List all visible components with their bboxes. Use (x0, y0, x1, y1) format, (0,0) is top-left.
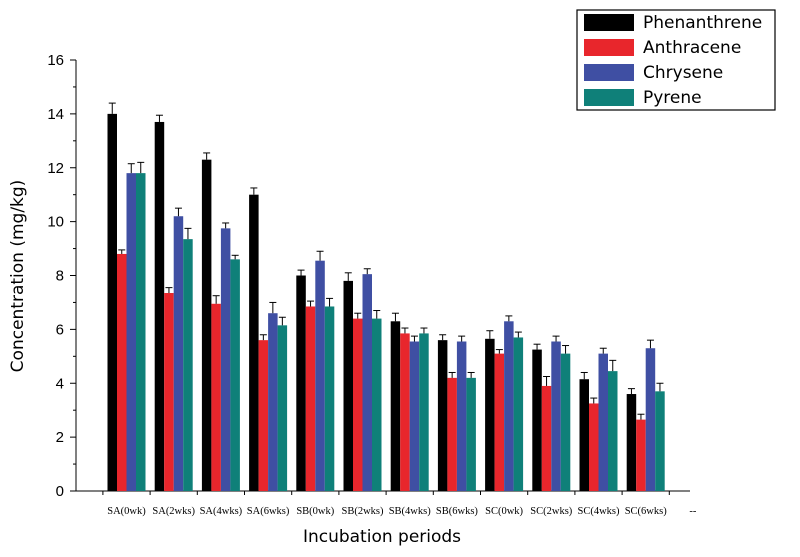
bar (655, 391, 665, 491)
bar (409, 341, 420, 491)
bar (362, 274, 372, 491)
bar (268, 313, 278, 491)
bar (419, 333, 429, 491)
bar (136, 173, 146, 491)
bar (560, 353, 571, 491)
legend-label: Pyrene (643, 88, 702, 108)
legend-swatch (584, 64, 634, 81)
bar (447, 377, 457, 491)
x-tick-label: SC(0wk) (485, 506, 523, 517)
legend-swatch (584, 39, 634, 56)
bar (589, 403, 599, 491)
bar (315, 260, 325, 491)
x-tick-label: -- (689, 506, 696, 517)
y-tick-label: 8 (56, 268, 64, 285)
x-tick-label: SB(6wks) (436, 506, 479, 517)
bar (456, 341, 467, 491)
bar (504, 321, 514, 491)
x-tick-label: SC(6wks) (625, 506, 668, 517)
bar (343, 280, 353, 491)
bar (164, 293, 174, 491)
bar (400, 333, 410, 491)
x-tick-label: SC(2wks) (530, 506, 573, 517)
bar (608, 371, 618, 491)
x-axis-ticks: SA(0wk) SA(2wks) SA(4wks) SA(6wks) SB(0wk) SB… (102, 491, 697, 517)
bar (107, 113, 117, 491)
legend-label: Phenanthrene (643, 13, 762, 33)
y-tick-label: 0 (56, 483, 64, 500)
legend: Phenanthrene Anthracene Chrysene Pyrene (576, 9, 776, 111)
bar (220, 228, 231, 491)
bar (183, 239, 193, 491)
bar (296, 275, 306, 491)
bar (636, 419, 646, 491)
bar (173, 216, 184, 492)
bar (324, 306, 335, 491)
bar (372, 318, 382, 491)
bar (211, 303, 221, 491)
x-axis-title: Incubation periods (303, 527, 461, 547)
bar (201, 159, 212, 491)
bar (353, 318, 363, 491)
bar (466, 377, 476, 491)
bar (126, 173, 136, 491)
bar (485, 338, 495, 491)
bar (513, 337, 524, 491)
legend-swatch (584, 14, 634, 31)
y-tick-label: 6 (56, 321, 64, 338)
bar (551, 341, 561, 491)
x-tick-label: SC(4wks) (577, 506, 620, 517)
bar (645, 348, 656, 491)
bar (277, 325, 288, 491)
bar (494, 353, 505, 491)
y-axis-title: Concentration (mg/kg) (8, 180, 28, 373)
bar (154, 121, 165, 492)
bar (117, 253, 127, 491)
legend-label: Anthracene (643, 38, 741, 58)
bar (598, 353, 608, 491)
y-tick-label: 2 (56, 429, 64, 446)
bar (305, 306, 316, 491)
y-tick-label: 16 (47, 52, 64, 69)
bar (249, 194, 259, 491)
x-tick-label: SA(6wks) (247, 506, 290, 517)
y-tick-label: 14 (47, 106, 64, 123)
legend-swatch (584, 89, 634, 106)
error-bars (108, 102, 664, 420)
bar (579, 379, 589, 491)
x-tick-label: SA(4wks) (200, 506, 243, 517)
bar (230, 259, 240, 491)
legend-label: Chrysene (643, 63, 723, 83)
y-tick-label: 10 (47, 214, 64, 231)
y-tick-label: 12 (47, 160, 64, 177)
x-tick-label: SB(4wks) (389, 506, 432, 517)
x-tick-label: SB(0wk) (296, 506, 334, 517)
bar (390, 321, 401, 491)
bars (107, 113, 665, 492)
y-tick-label: 4 (56, 375, 64, 392)
bar (437, 340, 448, 491)
y-axis-ticks: 0 2 4 6 8 10 12 14 16 (47, 52, 76, 500)
bar (258, 340, 269, 491)
x-tick-label: SA(0wk) (107, 506, 146, 517)
bar (541, 385, 552, 491)
x-tick-label: SA(2wks) (152, 506, 195, 517)
bar (532, 349, 542, 491)
bar (626, 394, 637, 491)
x-tick-label: SB(2wks) (341, 506, 384, 517)
